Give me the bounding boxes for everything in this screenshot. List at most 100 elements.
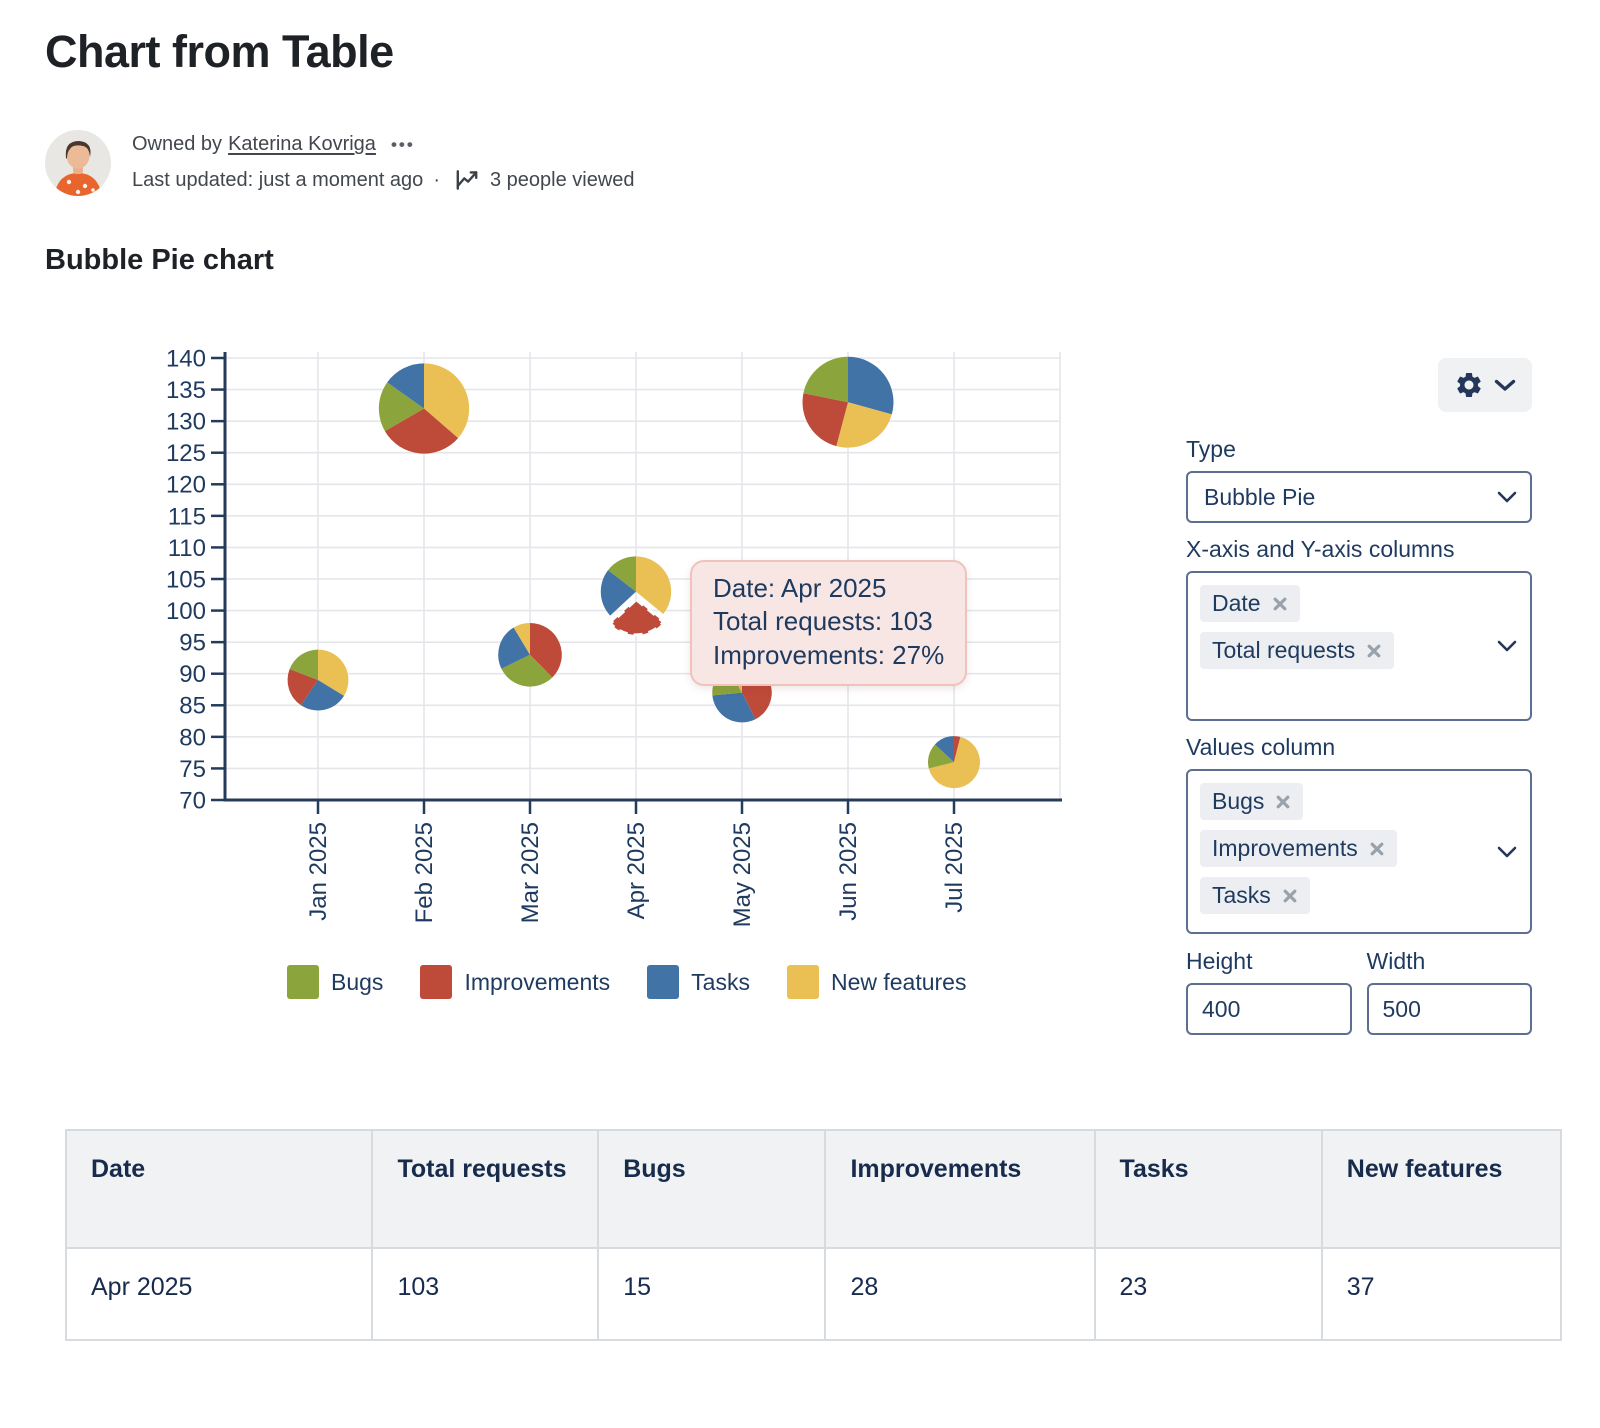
chevron-down-icon <box>1497 491 1517 503</box>
avatar-image <box>45 130 111 196</box>
cell-bugs: 15 <box>597 1247 827 1341</box>
legend-swatch-tasks <box>647 965 680 999</box>
bubble-feb-2025[interactable] <box>378 363 470 454</box>
chart-config-panel: Type Bubble Pie X-axis and Y-axis column… <box>1186 340 1532 1035</box>
source-table: Date Total requests Bugs Improvements Ta… <box>64 1129 1563 1341</box>
chip-bugs: Bugs <box>1200 783 1304 820</box>
svg-text:Apr 2025: Apr 2025 <box>623 822 650 919</box>
width-input[interactable] <box>1366 983 1532 1035</box>
legend-label-improvements: Improvements <box>464 968 611 995</box>
chevron-down-icon <box>1497 640 1517 652</box>
chip-total-requests: Total requests <box>1200 632 1395 669</box>
last-updated-label: Last updated: just a moment ago <box>132 168 424 191</box>
remove-chip-icon[interactable] <box>1282 888 1298 904</box>
byline: Owned by Katerina Kovriga ••• Last updat… <box>45 130 1600 196</box>
more-actions-button[interactable]: ••• <box>390 134 415 154</box>
gear-icon <box>1454 370 1484 400</box>
svg-text:Jul 2025: Jul 2025 <box>941 822 968 913</box>
legend-label-tasks: Tasks <box>691 968 750 995</box>
height-label: Height <box>1186 948 1253 974</box>
svg-text:90: 90 <box>179 661 206 688</box>
remove-chip-icon[interactable] <box>1366 643 1382 659</box>
table-header-row: Date Total requests Bugs Improvements Ta… <box>64 1129 1563 1249</box>
width-label: Width <box>1366 948 1426 974</box>
header-date: Date <box>64 1129 374 1249</box>
bubble-jul-2025[interactable] <box>928 736 980 789</box>
header-tasks: Tasks <box>1093 1129 1323 1249</box>
height-input[interactable] <box>1186 983 1352 1035</box>
svg-text:85: 85 <box>179 693 206 720</box>
svg-text:75: 75 <box>179 756 206 783</box>
svg-text:105: 105 <box>166 566 206 593</box>
legend-swatch-bugs <box>287 965 319 999</box>
cell-tasks: 23 <box>1093 1247 1323 1341</box>
header-new-features: New features <box>1320 1129 1563 1249</box>
cell-improvements: 28 <box>824 1247 1096 1341</box>
legend-item-new-features: New features <box>786 965 967 999</box>
chart-settings-button[interactable] <box>1438 358 1532 412</box>
values-column-multiselect[interactable]: Bugs Improvements Tasks <box>1186 769 1532 934</box>
chip-date: Date <box>1200 585 1300 622</box>
svg-text:95: 95 <box>179 630 206 657</box>
views-count-label: 3 people viewed <box>489 168 635 191</box>
legend-label-new-features: New features <box>830 968 967 995</box>
chart-section-title: Bubble Pie chart <box>45 244 274 276</box>
tooltip-date: Date: Apr 2025 <box>713 573 887 603</box>
svg-text:140: 140 <box>166 345 206 372</box>
owner-link[interactable]: Katerina Kovriga <box>228 133 376 155</box>
svg-text:Jun 2025: Jun 2025 <box>835 822 862 921</box>
header-improvements: Improvements <box>824 1129 1096 1249</box>
chart-type-value: Bubble Pie <box>1204 483 1316 510</box>
remove-chip-icon[interactable] <box>1275 794 1291 810</box>
tooltip-slice: Improvements: 27% <box>713 639 945 670</box>
analytics-trend-icon <box>454 167 480 193</box>
chart-macro: 70 75 80 85 90 95 100 105 110 115 120 125 130 135 140 J… <box>45 340 1600 1035</box>
bubble-pie-chart-area: 70 75 80 85 90 95 100 105 110 115 120 125 130 135 140 J… <box>150 340 1110 1035</box>
avatar[interactable] <box>45 130 111 196</box>
svg-text:120: 120 <box>166 472 206 499</box>
owned-by-label: Owned by <box>132 133 223 155</box>
chart-legend: Bugs Improvements Tasks New features <box>287 965 1110 999</box>
chart-type-select[interactable]: Bubble Pie <box>1186 471 1532 523</box>
legend-label-bugs: Bugs <box>331 968 384 995</box>
bubble-mar-2025[interactable] <box>498 622 562 687</box>
axis-columns-multiselect[interactable]: Date Total requests <box>1186 571 1532 721</box>
chart-tooltip: Date: Apr 2025 Total requests: 103 Impro… <box>690 560 968 686</box>
values-column-label: Values column <box>1186 734 1336 760</box>
cell-new-features: 37 <box>1320 1247 1563 1341</box>
remove-chip-icon[interactable] <box>1272 596 1288 612</box>
svg-text:130: 130 <box>166 409 206 436</box>
cell-date: Apr 2025 <box>64 1247 374 1341</box>
svg-text:Mar 2025: Mar 2025 <box>517 822 544 923</box>
dot-separator: · <box>433 168 440 191</box>
axes: 70 75 80 85 90 95 100 105 110 115 120 125 130 135 140 J… <box>166 345 1062 927</box>
svg-text:Jan 2025: Jan 2025 <box>305 822 332 921</box>
svg-text:125: 125 <box>166 440 206 467</box>
remove-chip-icon[interactable] <box>1369 841 1385 857</box>
chip-tasks: Tasks <box>1200 877 1310 914</box>
header-total-requests: Total requests <box>371 1129 600 1249</box>
svg-text:135: 135 <box>166 377 206 404</box>
header-bugs: Bugs <box>597 1129 827 1249</box>
legend-item-bugs: Bugs <box>287 965 383 999</box>
bubble-jun-2025[interactable] <box>802 356 894 448</box>
page-title: Chart from Table <box>45 26 394 77</box>
svg-text:115: 115 <box>168 503 206 530</box>
type-label: Type <box>1186 436 1236 462</box>
size-controls: Height Width <box>1186 948 1532 1035</box>
svg-text:70: 70 <box>179 787 206 814</box>
chip-improvements: Improvements <box>1200 830 1397 867</box>
axis-columns-label: X-axis and Y-axis columns <box>1186 536 1455 562</box>
cell-total-requests: 103 <box>371 1247 600 1341</box>
svg-text:Feb 2025: Feb 2025 <box>411 822 438 923</box>
legend-swatch-new-features <box>786 965 819 999</box>
table-row: Apr 2025 103 15 28 23 37 <box>64 1247 1563 1341</box>
bubble-apr-2025[interactable] <box>600 556 672 637</box>
chevron-down-icon <box>1494 379 1516 392</box>
svg-text:80: 80 <box>179 724 206 751</box>
svg-text:May 2025: May 2025 <box>729 822 756 927</box>
legend-item-improvements: Improvements <box>420 965 610 999</box>
bubble-jan-2025[interactable] <box>287 649 349 711</box>
svg-text:100: 100 <box>166 598 206 625</box>
tooltip-total: Total requests: 103 <box>713 606 933 637</box>
